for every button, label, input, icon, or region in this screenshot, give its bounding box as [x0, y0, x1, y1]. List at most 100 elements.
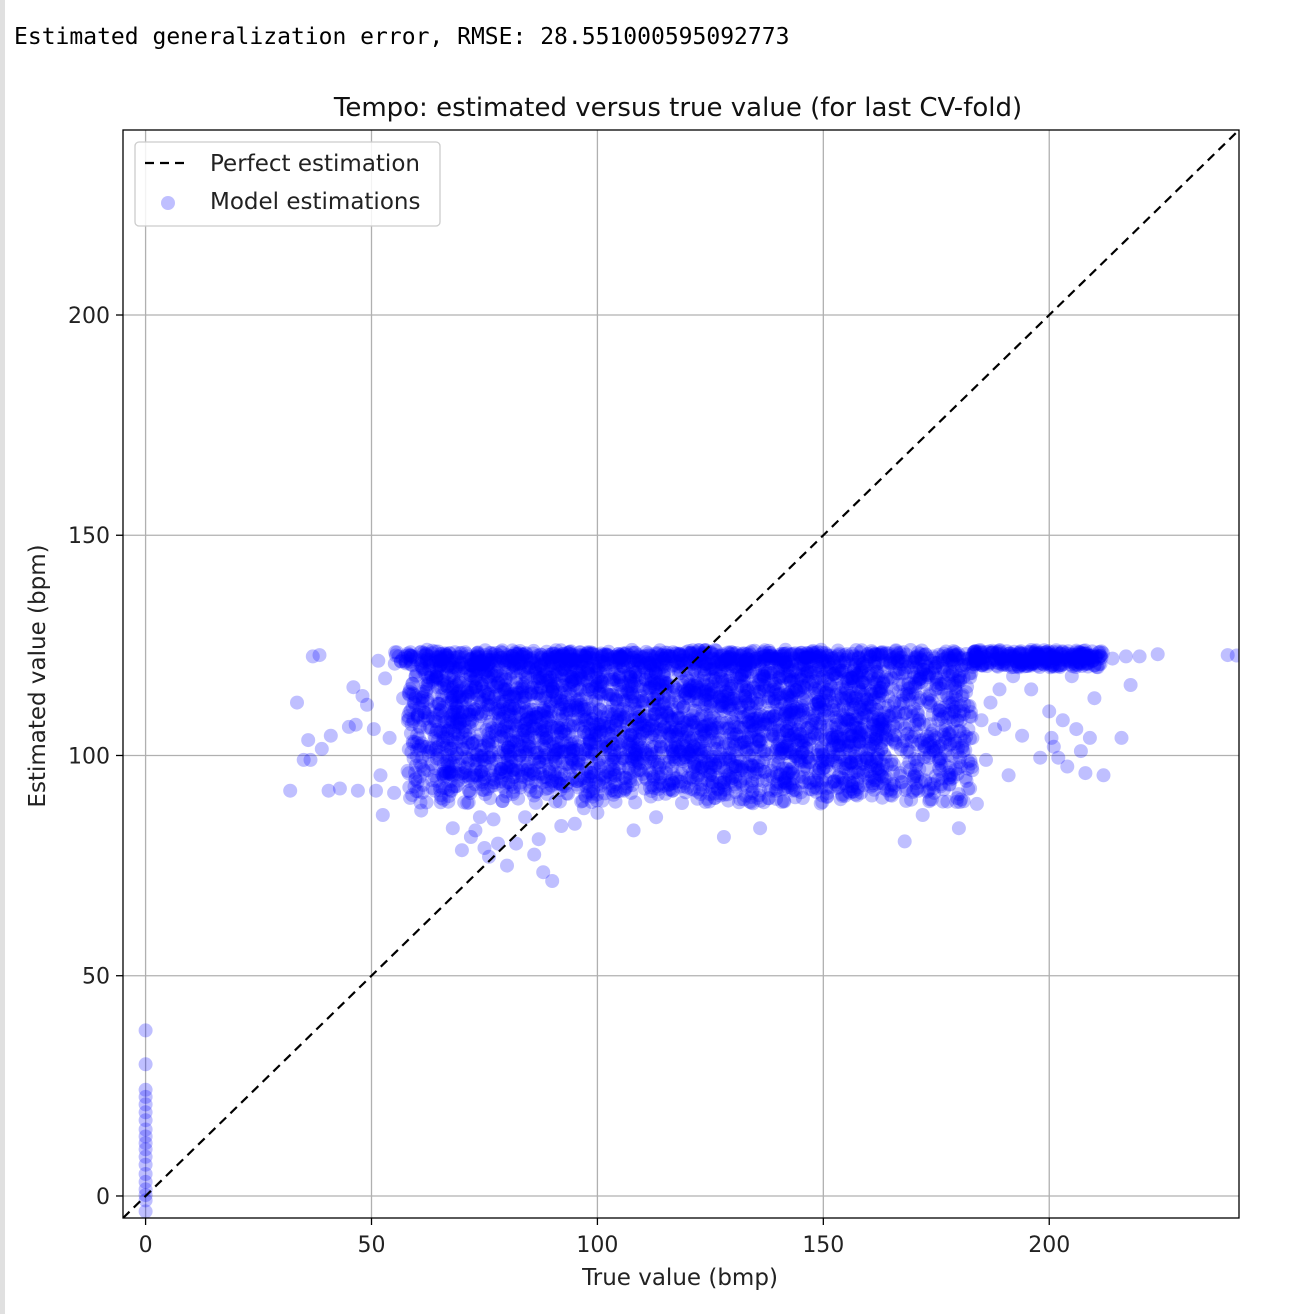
- scatter-point: [429, 671, 444, 686]
- scatter-point: [532, 671, 547, 685]
- scatter-point: [561, 649, 576, 664]
- scatter-point: [558, 727, 573, 742]
- scatter-point: [773, 695, 788, 710]
- scatter-point: [713, 775, 727, 790]
- scatter-point: [447, 735, 462, 749]
- scatter-point: [932, 752, 946, 767]
- scatter-point: [956, 707, 971, 722]
- scatter-point: [721, 678, 735, 692]
- scatter-point: [460, 796, 475, 811]
- scatter-point: [497, 737, 512, 752]
- scatter-point: [697, 749, 712, 764]
- scatter-point: [547, 764, 562, 779]
- scatter-point: [598, 661, 613, 676]
- scatter-point: [604, 717, 618, 732]
- scatter-point: [810, 731, 825, 746]
- scatter-point: [741, 719, 756, 734]
- scatter-point: [582, 734, 597, 749]
- scatter-point: [669, 750, 684, 765]
- scatter-point: [468, 823, 483, 838]
- scatter-point: [449, 700, 464, 715]
- scatter-point: [788, 790, 803, 805]
- scatter-point: [852, 651, 866, 666]
- scatter-point: [475, 660, 490, 675]
- scatter-point: [423, 744, 438, 759]
- scatter-point: [692, 643, 707, 658]
- scatter-point: [599, 736, 614, 751]
- scatter-point: [869, 665, 884, 679]
- scatter-point: [959, 729, 974, 744]
- scatter-point: [706, 710, 721, 725]
- scatter-point: [454, 698, 469, 712]
- scatter-point: [435, 688, 450, 703]
- scatter-point: [745, 712, 760, 727]
- scatter-point: [633, 717, 648, 731]
- scatter-point: [470, 649, 485, 664]
- scatter-point: [745, 784, 760, 798]
- scatter-point: [772, 728, 787, 743]
- scatter-point: [698, 723, 713, 738]
- scatter-point: [466, 704, 481, 719]
- scatter-point: [761, 691, 776, 706]
- scatter-point: [959, 773, 974, 788]
- scatter-point: [589, 708, 604, 722]
- scatter-point: [865, 739, 880, 754]
- scatter-point: [933, 777, 948, 792]
- scatter-point: [421, 674, 436, 688]
- scatter-point: [779, 746, 794, 760]
- scatter-point: [588, 673, 603, 688]
- scatter-point: [841, 738, 856, 753]
- scatter-point: [945, 652, 960, 666]
- scatter-point: [924, 740, 939, 755]
- scatter-point: [929, 742, 944, 757]
- scatter-point: [636, 649, 651, 664]
- scatter-point: [910, 737, 925, 752]
- scatter-point: [895, 677, 910, 692]
- scatter-point: [728, 771, 743, 786]
- scatter-point: [714, 698, 729, 713]
- scatter-point: [456, 766, 471, 781]
- scatter-point: [428, 731, 443, 746]
- scatter-point: [432, 660, 447, 675]
- scatter-point: [685, 742, 700, 757]
- scatter-point: [510, 685, 525, 700]
- scatter-point: [771, 723, 786, 738]
- scatter-point: [561, 654, 576, 669]
- scatter-point: [448, 765, 463, 780]
- scatter-point: [807, 681, 822, 696]
- scatter-point: [782, 733, 797, 748]
- scatter-point: [832, 651, 847, 666]
- scatter-point: [937, 700, 951, 715]
- scatter-point: [886, 733, 901, 748]
- scatter-point: [538, 731, 553, 746]
- scatter-point: [710, 781, 725, 796]
- scatter-point: [881, 689, 896, 704]
- scatter-point: [635, 743, 650, 758]
- scatter-point: [499, 748, 514, 762]
- scatter-point: [610, 652, 625, 667]
- scatter-point: [421, 745, 436, 759]
- scatter-point: [490, 735, 505, 750]
- scatter-point: [641, 721, 656, 736]
- scatter-point: [605, 711, 620, 726]
- scatter-point: [760, 666, 775, 681]
- scatter-point: [666, 767, 681, 782]
- scatter-point: [900, 681, 915, 696]
- scatter-point: [934, 711, 948, 726]
- scatter-point: [675, 796, 689, 810]
- scatter-point: [522, 656, 537, 671]
- scatter-point: [437, 677, 452, 692]
- scatter-point: [687, 662, 702, 677]
- scatter-point: [603, 692, 618, 706]
- scatter-point: [407, 696, 422, 711]
- scatter-point: [932, 703, 947, 718]
- scatter-point: [549, 774, 564, 789]
- scatter-point: [463, 712, 478, 727]
- scatter-point: [713, 685, 728, 700]
- scatter-point: [914, 736, 929, 750]
- scatter-point: [476, 662, 491, 677]
- scatter-point: [761, 710, 776, 725]
- scatter-point: [488, 728, 503, 743]
- y-tick-label: 50: [82, 965, 110, 990]
